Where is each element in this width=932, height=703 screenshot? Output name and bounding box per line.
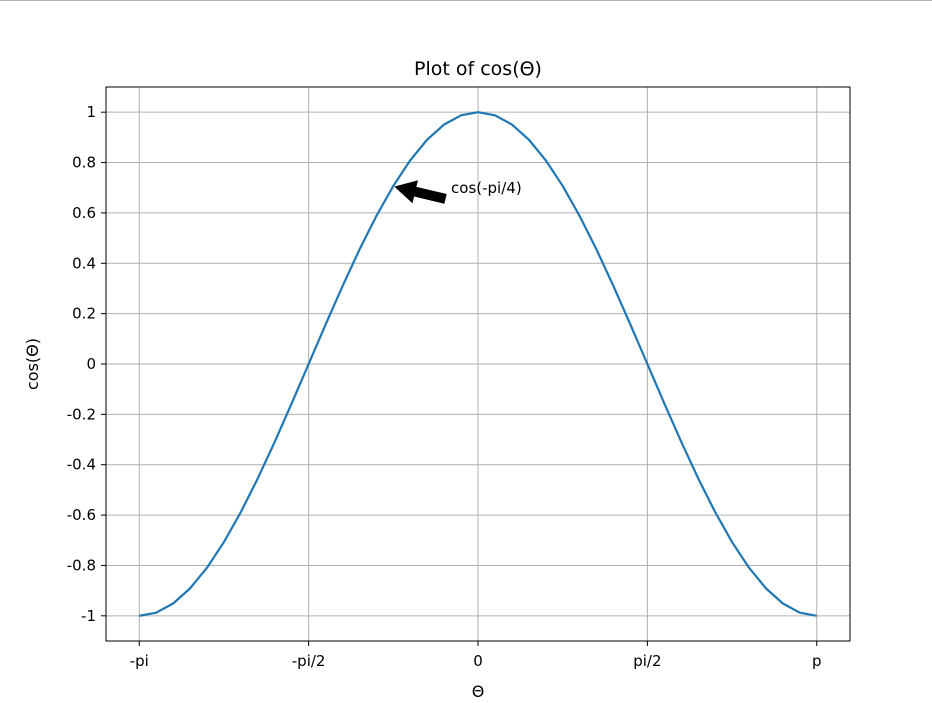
y-tick-label: -0.6 <box>67 506 96 524</box>
chart-title: Plot of cos(Θ) <box>414 58 542 80</box>
x-axis-label: Θ <box>472 682 485 701</box>
x-ticks: -pi -pi/2 0 pi/2 p <box>130 641 822 670</box>
x-tick-label: p <box>812 652 822 670</box>
annotation-arrow <box>394 180 447 204</box>
cosine-line <box>139 111 817 617</box>
x-tick-label: -pi <box>130 652 149 670</box>
y-tick-label: 0.4 <box>72 254 96 272</box>
y-ticks: 1 0.8 0.6 0.4 0.2 0 -0.2 -0.4 -0.6 -0.8 -1 <box>67 103 106 625</box>
y-axis-label: cos(Θ) <box>23 338 42 390</box>
annotation-layer: cos(-pi/4) <box>394 179 522 204</box>
grid <box>106 87 850 641</box>
y-tick-label: -0.4 <box>67 456 96 474</box>
y-tick-label: 0.2 <box>72 305 96 323</box>
series-layer <box>139 111 817 617</box>
y-tick-label: -0.8 <box>67 556 96 574</box>
y-tick-label: -0.2 <box>67 405 96 423</box>
x-tick-label: pi/2 <box>633 652 661 670</box>
y-tick-label: 0 <box>86 355 96 373</box>
x-tick-label: -pi/2 <box>292 652 326 670</box>
y-tick-label: 1 <box>86 103 96 121</box>
top-divider <box>0 0 932 1</box>
y-tick-label: -1 <box>81 607 96 625</box>
y-tick-label: 0.6 <box>72 204 96 222</box>
y-tick-label: 0.8 <box>72 154 96 172</box>
annotation-label: cos(-pi/4) <box>451 179 522 197</box>
x-tick-label: 0 <box>473 652 483 670</box>
